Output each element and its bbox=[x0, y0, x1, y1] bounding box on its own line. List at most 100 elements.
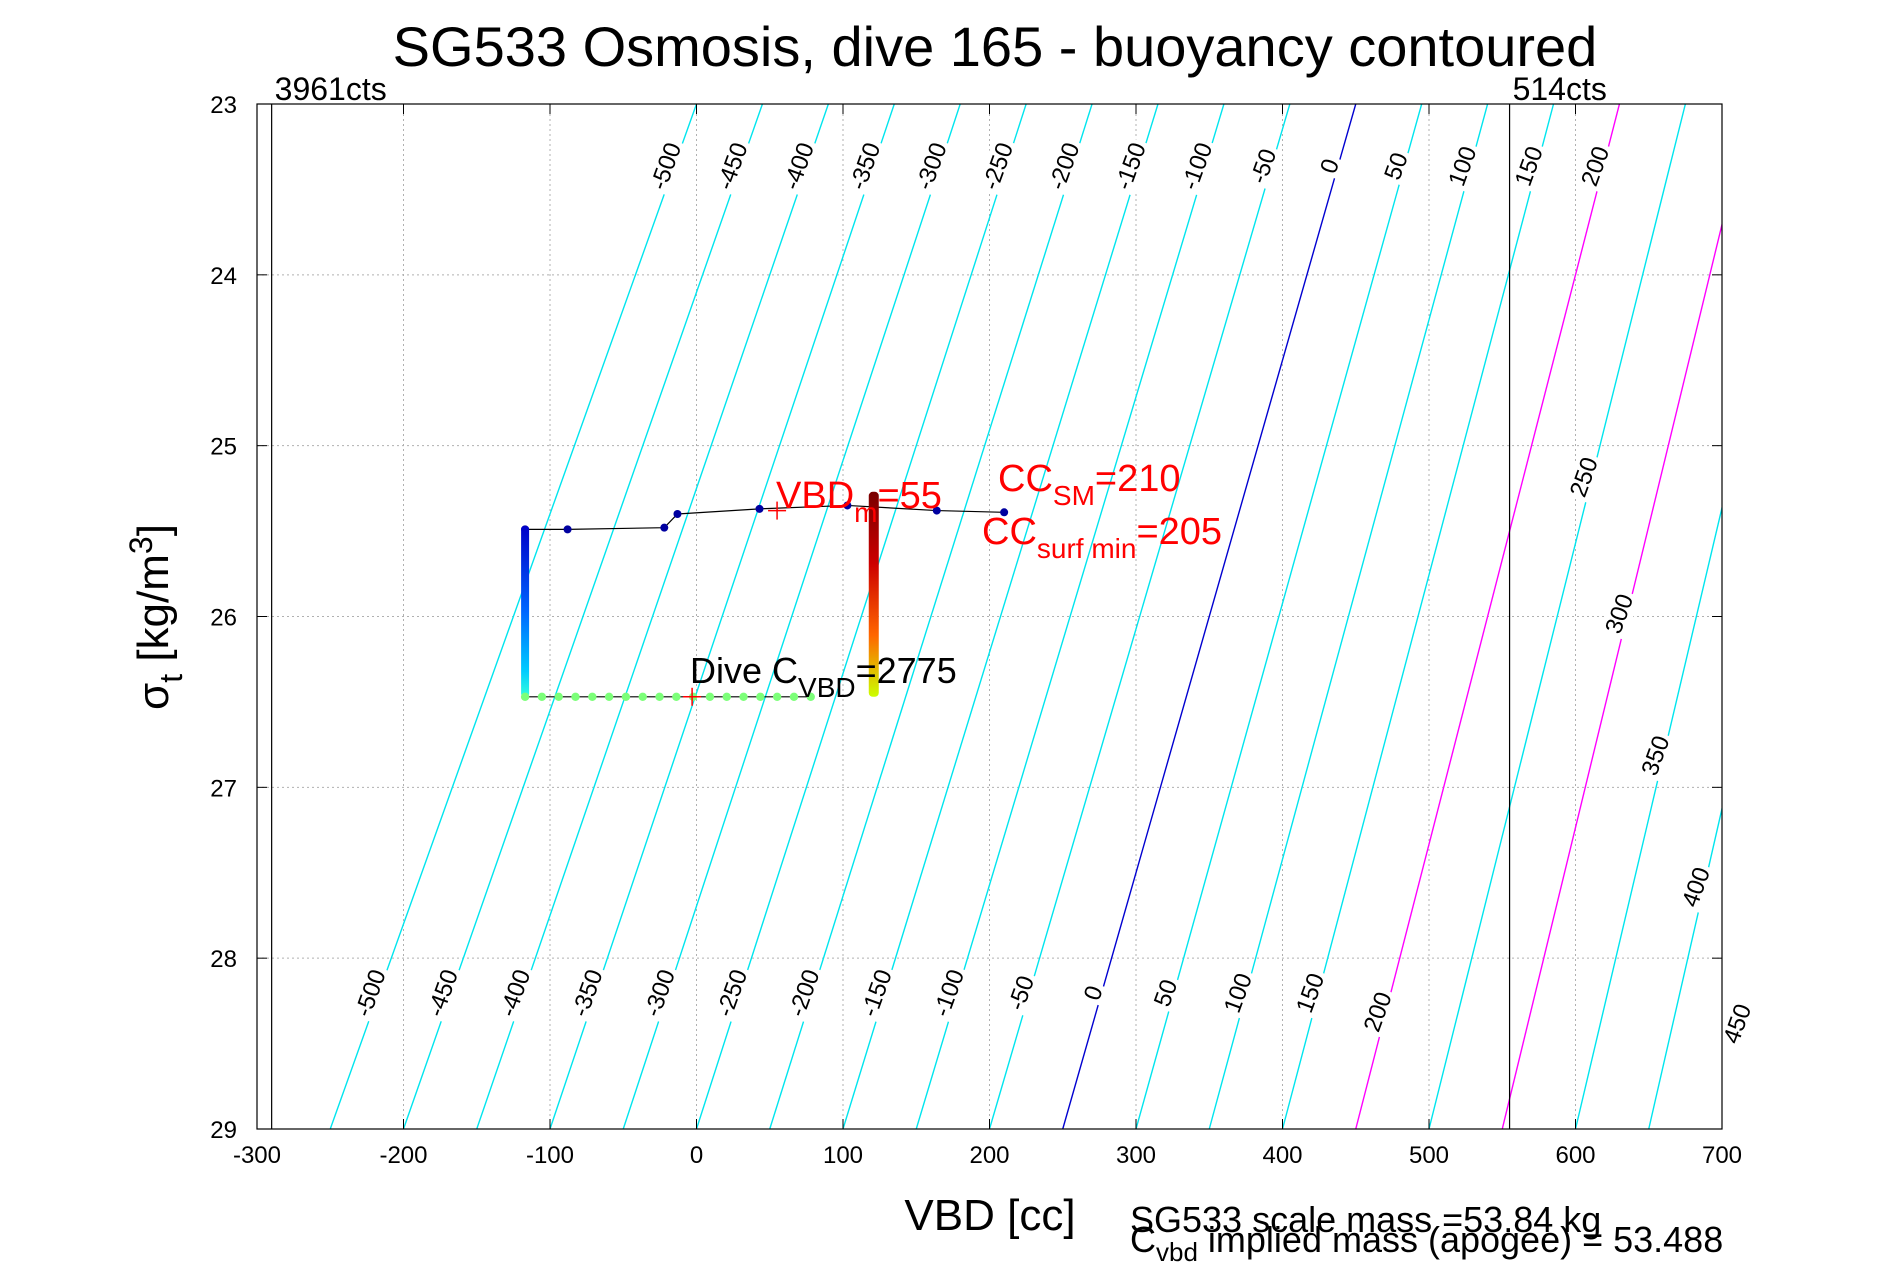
dive-c-rest: =2775 bbox=[856, 650, 957, 691]
y-tick-label: 26 bbox=[210, 605, 237, 632]
y-axis-ticks: 23 24 25 26 27 28 29 bbox=[210, 92, 1722, 1144]
contour-label-bg bbox=[1175, 136, 1220, 197]
vbd-m-sub: m bbox=[854, 497, 877, 528]
x-tick-label: 0 bbox=[690, 1142, 703, 1169]
contour-label-bg bbox=[1575, 140, 1617, 193]
x-tick-label: -100 bbox=[526, 1142, 574, 1169]
bottom-point bbox=[672, 692, 681, 701]
y-tick-label: 28 bbox=[210, 946, 237, 973]
footer-implied-sub: vbd bbox=[1156, 1237, 1198, 1262]
climb-column bbox=[868, 491, 879, 697]
apogee-point bbox=[843, 501, 852, 510]
bottom-point bbox=[588, 692, 597, 701]
contour-line bbox=[1428, 104, 1687, 1129]
contour-label-bg bbox=[710, 136, 755, 197]
contour-label-bg bbox=[1290, 966, 1332, 1020]
contour-label-bg bbox=[710, 963, 755, 1024]
bottom-point bbox=[571, 692, 580, 701]
bottom-point bbox=[655, 692, 664, 701]
x-tick-label: 600 bbox=[1555, 1142, 1595, 1169]
x-tick-label: 500 bbox=[1409, 1142, 1449, 1169]
x-tick-label: -200 bbox=[379, 1142, 427, 1169]
contour-label-bg bbox=[1675, 861, 1717, 914]
x-tick-label: 400 bbox=[1262, 1142, 1302, 1169]
footer-scale-mass: SG533 scale mass =53.84 kg bbox=[1130, 1199, 1601, 1240]
contour-label-bg bbox=[1001, 969, 1042, 1017]
contour-label-bg bbox=[843, 136, 888, 197]
contour-label-bg bbox=[976, 136, 1021, 197]
contour-label-bg bbox=[1442, 140, 1484, 193]
chart-title: SG533 Osmosis, dive 165 - buoyancy conto… bbox=[393, 15, 1598, 78]
contour-line bbox=[842, 104, 1159, 1129]
contour-line bbox=[622, 104, 961, 1129]
contour-label-bg bbox=[1077, 979, 1110, 1007]
contour-line bbox=[695, 104, 1027, 1129]
contour-label-bg bbox=[1217, 966, 1259, 1020]
bottom-point bbox=[537, 692, 547, 701]
cc-surf-annotation: CCsurf min=205 bbox=[982, 511, 1222, 564]
bottom-point bbox=[705, 692, 715, 701]
contour-label-bg bbox=[1635, 729, 1677, 782]
contour-line bbox=[1721, 1125, 1722, 1129]
contour-line bbox=[549, 104, 895, 1129]
contour-label-bg bbox=[1314, 152, 1347, 181]
contour-label-bg bbox=[644, 136, 689, 197]
x-tick-label: -300 bbox=[233, 1142, 281, 1169]
contour-label-bg bbox=[1244, 142, 1284, 191]
contour-line bbox=[988, 104, 1291, 1129]
x-tick-label: 200 bbox=[969, 1142, 1009, 1169]
y-axis-label-sub: t bbox=[153, 674, 189, 683]
contour-line bbox=[1062, 104, 1357, 1129]
contour-label-bg bbox=[1508, 140, 1550, 193]
bottom-point bbox=[638, 692, 647, 701]
descent-column bbox=[521, 525, 530, 697]
bottom-point bbox=[604, 692, 614, 701]
y-tick-label: 24 bbox=[210, 263, 237, 290]
contour-line bbox=[1574, 504, 1722, 1129]
vbd-m-rest: =55 bbox=[877, 475, 941, 517]
bottom-point bbox=[722, 692, 731, 701]
y-tick-label: 25 bbox=[210, 434, 237, 461]
vbd-m-annotation: VBDm=55 bbox=[776, 475, 942, 528]
contour-label-bg bbox=[1109, 136, 1153, 197]
contour-line bbox=[476, 104, 830, 1129]
contour-line bbox=[1355, 104, 1621, 1129]
contour-label-bg bbox=[493, 963, 538, 1024]
dive-c-main: Dive C bbox=[690, 650, 798, 691]
vbd-m-main: VBD bbox=[776, 475, 854, 517]
x-axis-label: VBD [cc] bbox=[904, 1191, 1075, 1240]
contour-label-bg bbox=[1717, 997, 1759, 1051]
footer-implied-mass: Cvbd implied mass (apogee) = 53.488 bbox=[1130, 1219, 1723, 1262]
contour-label-bg bbox=[909, 136, 954, 197]
contour-line bbox=[1208, 104, 1489, 1129]
apogee-point bbox=[755, 504, 764, 513]
y-axis-label-close: ] bbox=[129, 524, 178, 536]
y-axis-label: σt [kg/m3] bbox=[123, 524, 189, 710]
bottom-point bbox=[621, 692, 631, 701]
cc-sm-annotation: CCSM=210 bbox=[998, 458, 1180, 511]
annotations: VBDm=55 CCSM=210 CCsurf min=205 bbox=[776, 458, 1222, 564]
cc-sm-sub: SM bbox=[1053, 480, 1095, 511]
apogee-point bbox=[673, 510, 682, 518]
contour-label-bg bbox=[1357, 985, 1399, 1039]
contour-line bbox=[402, 104, 764, 1129]
count-label-right: 514cts bbox=[1513, 71, 1607, 107]
contour-label-bg bbox=[777, 136, 821, 197]
contour-label-bg bbox=[927, 963, 972, 1024]
contour-label-bg bbox=[638, 963, 682, 1024]
contour-line bbox=[769, 104, 1093, 1129]
apogee-point bbox=[1000, 508, 1009, 517]
contour-label-bg bbox=[854, 963, 899, 1024]
y-tick-label: 29 bbox=[210, 1117, 237, 1144]
bottom-point bbox=[739, 692, 748, 701]
buoyancy-contours bbox=[329, 104, 1722, 1129]
contour-label-bg bbox=[1599, 587, 1641, 641]
contour-line bbox=[1135, 104, 1423, 1129]
y-axis-label-sup: 3 bbox=[123, 536, 159, 554]
x-tick-label: 300 bbox=[1116, 1142, 1156, 1169]
x-axis-ticks: -300 -200 -100 0 100 200 300 400 500 600 700 bbox=[233, 104, 1742, 1169]
bottom-point bbox=[789, 692, 799, 701]
count-lines: 3961cts 514cts bbox=[271, 71, 1607, 1129]
bottom-point bbox=[554, 692, 563, 701]
